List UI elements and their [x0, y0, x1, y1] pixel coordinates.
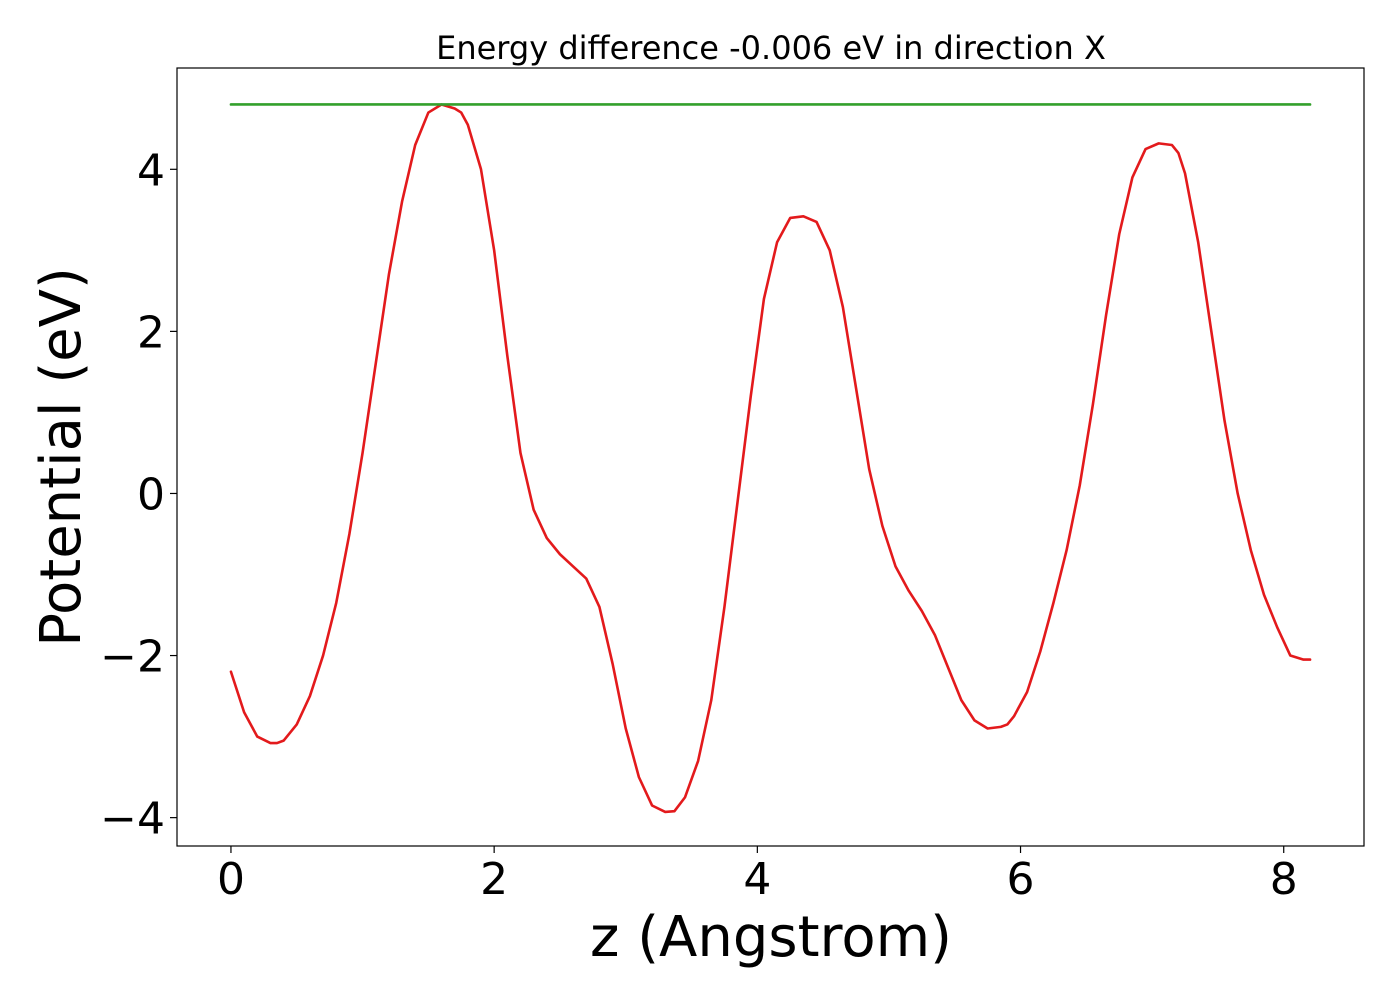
x-tick-label: 6	[1007, 854, 1035, 905]
y-tick-label: −4	[100, 794, 165, 845]
x-tick-label: 4	[743, 854, 771, 905]
x-axis-label: z (Angstrom)	[590, 905, 952, 970]
plot-area	[229, 103, 1312, 814]
y-axis: −4 −2 0 2 4	[100, 145, 177, 845]
y-axis-label: Potential (eV)	[29, 267, 94, 647]
y-tick-label: 2	[137, 307, 165, 358]
y-tick-label: −2	[100, 632, 165, 683]
x-axis: 0 2 4 6 8	[217, 846, 1298, 905]
x-tick-label: 8	[1270, 854, 1298, 905]
plot-frame	[176, 67, 1365, 847]
potential-line	[229, 103, 1312, 814]
x-tick-label: 0	[217, 854, 245, 905]
y-tick-label: 4	[137, 145, 165, 196]
chart-title: Energy difference -0.006 eV in direction…	[436, 29, 1106, 67]
y-tick-label: 0	[137, 469, 165, 520]
x-tick-label: 2	[480, 854, 508, 905]
